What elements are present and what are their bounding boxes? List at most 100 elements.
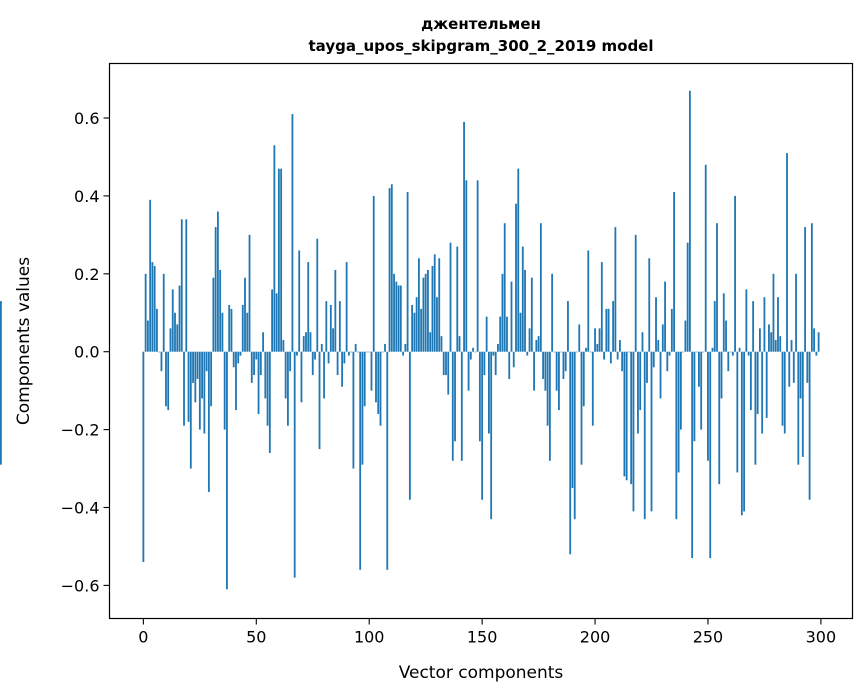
x-tick-label-300: 300: [806, 628, 837, 647]
bar-139: [456, 246, 459, 352]
bar-202: [598, 328, 601, 352]
bar-129: [433, 254, 436, 352]
bar-234: [670, 308, 673, 352]
bar-190: [571, 351, 574, 489]
bar-40: [232, 351, 235, 368]
bar-85: [334, 269, 337, 352]
bar-128: [431, 266, 434, 352]
bar-209: [614, 227, 617, 352]
bar-130: [436, 297, 438, 352]
bar-296: [810, 223, 813, 352]
bar-61: [280, 168, 283, 352]
bar-241: [686, 242, 689, 352]
bar-77: [316, 238, 319, 352]
bar-30: [210, 351, 213, 407]
bar-183: [555, 351, 558, 391]
bar-22: [192, 351, 194, 383]
bar-94: [354, 343, 357, 352]
bar-135: [447, 351, 450, 395]
bar-222: [643, 351, 646, 520]
bar-231: [664, 281, 666, 352]
bar-111: [393, 273, 395, 352]
bar-220: [639, 351, 642, 411]
bar-141: [460, 351, 463, 461]
bar-132: [440, 336, 443, 352]
x-tick-label-100: 100: [354, 628, 385, 647]
bar-115: [402, 351, 404, 356]
bar-289: [795, 273, 797, 352]
bar-185: [560, 351, 563, 353]
bar-175: [537, 336, 540, 352]
bar-170: [526, 351, 529, 356]
bar-158: [499, 316, 502, 352]
bar-242: [688, 90, 691, 352]
bar-258: [725, 320, 727, 352]
bar-281: [777, 297, 779, 352]
bar-225: [650, 351, 653, 512]
bar-253: [713, 301, 716, 352]
bar-110: [390, 184, 393, 352]
bar-120: [413, 312, 416, 352]
bar-119: [411, 304, 414, 352]
bar-268: [747, 351, 750, 356]
bar-151: [483, 351, 486, 376]
y-axis-ticks: −0.6 −0.4 −0.2 0.0 0.2 0.4 0.6: [61, 109, 110, 595]
bar-245: [695, 351, 698, 353]
x-tick-label-0: 0: [138, 628, 148, 647]
bar-113: [397, 285, 400, 352]
bar-59: [275, 293, 278, 352]
bar-142: [463, 121, 465, 352]
bar-133: [442, 351, 445, 376]
bar-160: [503, 223, 506, 352]
bar-107: [384, 343, 386, 352]
x-axis-label: Vector components: [399, 663, 564, 683]
bar-undefined: [0, 301, 2, 352]
bar-121: [415, 297, 418, 352]
bar-143: [465, 180, 468, 352]
bar-43: [239, 351, 242, 356]
bar-91: [347, 351, 350, 356]
bar-257: [722, 293, 725, 352]
bar-219: [637, 351, 639, 434]
bar-286: [788, 351, 791, 387]
bar-168: [521, 246, 524, 352]
bar-298: [815, 351, 818, 356]
bar-62: [282, 340, 285, 352]
bar-172: [530, 277, 533, 352]
bar-47: [248, 234, 251, 352]
bar-46: [246, 312, 249, 352]
bar-68: [296, 351, 298, 356]
bar-7: [158, 351, 161, 353]
bar-285: [786, 153, 788, 352]
bar-31: [212, 277, 215, 352]
bar-217: [632, 351, 635, 512]
bar-150: [481, 351, 484, 500]
bar-11: [167, 351, 170, 411]
bar-72: [305, 332, 307, 352]
bars-group: [0, 90, 820, 590]
bar-180: [548, 351, 551, 461]
bar-287: [790, 340, 793, 352]
bar-76: [314, 351, 316, 360]
bar-35: [221, 312, 224, 352]
bar-167: [519, 312, 522, 352]
bar-259: [727, 351, 730, 372]
y-axis-label: Components values: [14, 257, 34, 425]
bar-213: [623, 351, 626, 477]
bar-262: [734, 195, 736, 352]
bar-45: [244, 277, 246, 352]
bar-206: [607, 308, 610, 352]
bar-149: [478, 351, 481, 442]
y-tick-label--0.6: −0.6: [61, 576, 100, 595]
bar-255: [718, 351, 721, 485]
bar-4: [151, 262, 154, 352]
bar-24: [196, 351, 199, 379]
bar-145: [469, 351, 472, 360]
bar-147: [474, 351, 477, 353]
bar-81: [325, 301, 328, 352]
bar-237: [677, 351, 680, 473]
bar-290: [797, 351, 800, 465]
bar-293: [804, 227, 806, 352]
bar-101: [370, 351, 373, 391]
